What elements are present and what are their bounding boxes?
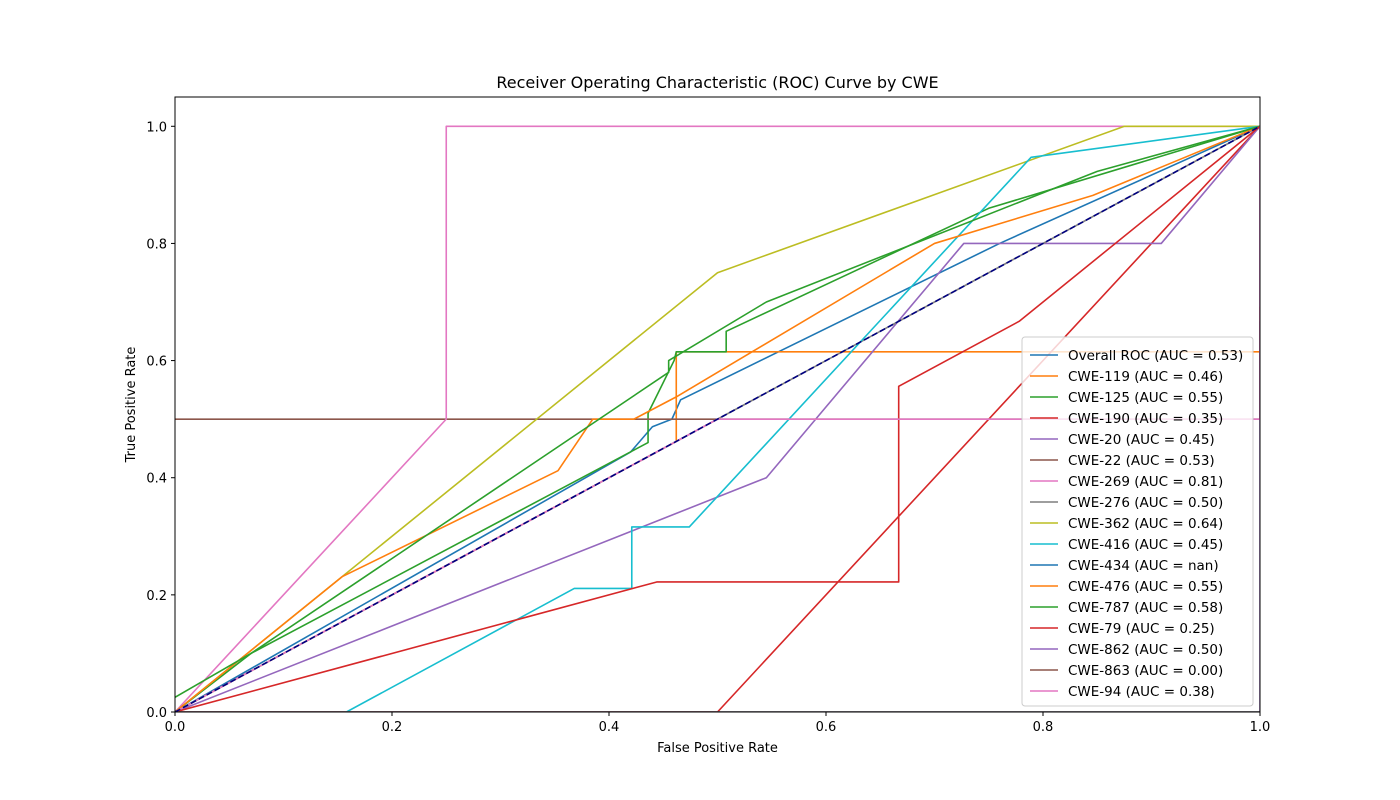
legend-label: CWE-22 (AUC = 0.53) [1068, 453, 1215, 469]
x-tick-label: 1.0 [1250, 720, 1271, 735]
legend-label: CWE-276 (AUC = 0.50) [1068, 495, 1223, 511]
series-line-6 [175, 125, 1260, 712]
plot-area: 0.0 0.2 0.4 0.6 0.8 1.0 0.0 0.2 0.4 0.6 0.8 1.0 [146, 96, 1271, 735]
y-tick-label: 0.6 [146, 355, 167, 370]
legend-label: CWE-434 (AUC = nan) [1068, 558, 1219, 574]
series-group [175, 125, 1260, 712]
legend-label: CWE-416 (AUC = 0.45) [1068, 537, 1223, 553]
y-axis-title: True Positive Rate [124, 347, 139, 464]
legend: Overall ROC (AUC = 0.53) CWE-119 (AUC = 0… [1021, 336, 1254, 707]
legend-label: Overall ROC (AUC = 0.53) [1068, 348, 1243, 364]
x-tick-label: 0.8 [1033, 720, 1054, 735]
legend-label: CWE-79 (AUC = 0.25) [1068, 621, 1215, 637]
x-tick-label: 0.0 [165, 720, 186, 735]
y-tick-label: 1.0 [146, 120, 167, 135]
series-line-8 [175, 125, 1260, 712]
series-line-4 [175, 125, 1260, 712]
y-tick-label: 0.0 [146, 706, 167, 721]
y-tick-label: 0.8 [146, 237, 167, 252]
legend-box [1021, 336, 1254, 707]
legend-label: CWE-94 (AUC = 0.38) [1068, 684, 1215, 700]
axes-frame [174, 96, 1261, 713]
legend-label: CWE-362 (AUC = 0.64) [1068, 516, 1223, 532]
series-line-3 [175, 125, 1260, 712]
y-tick-label: 0.4 [146, 472, 167, 487]
x-tick-label: 0.2 [382, 720, 403, 735]
legend-label: CWE-862 (AUC = 0.50) [1068, 642, 1223, 658]
x-tick-label: 0.6 [816, 720, 837, 735]
legend-label: CWE-119 (AUC = 0.46) [1068, 369, 1223, 385]
chart-title: Receiver Operating Characteristic (ROC) … [496, 73, 938, 92]
legend-label: CWE-787 (AUC = 0.58) [1068, 600, 1223, 616]
series-line-11 [175, 125, 1260, 712]
legend-label: CWE-863 (AUC = 0.00) [1068, 663, 1223, 679]
series-line-12 [175, 125, 1260, 699]
legend-label: CWE-190 (AUC = 0.35) [1068, 411, 1223, 427]
x-tick-label: 0.4 [599, 720, 620, 735]
legend-label: CWE-125 (AUC = 0.55) [1068, 390, 1223, 406]
x-axis-title: False Positive Rate [657, 741, 778, 756]
reference-diagonal-line [175, 125, 1260, 712]
y-tick-label: 0.2 [146, 589, 167, 604]
series-line-9 [346, 125, 1260, 712]
legend-label: CWE-269 (AUC = 0.81) [1068, 474, 1223, 490]
series-line-13 [175, 125, 1260, 712]
legend-label: CWE-20 (AUC = 0.45) [1068, 432, 1215, 448]
legend-label: CWE-476 (AUC = 0.55) [1068, 579, 1223, 595]
